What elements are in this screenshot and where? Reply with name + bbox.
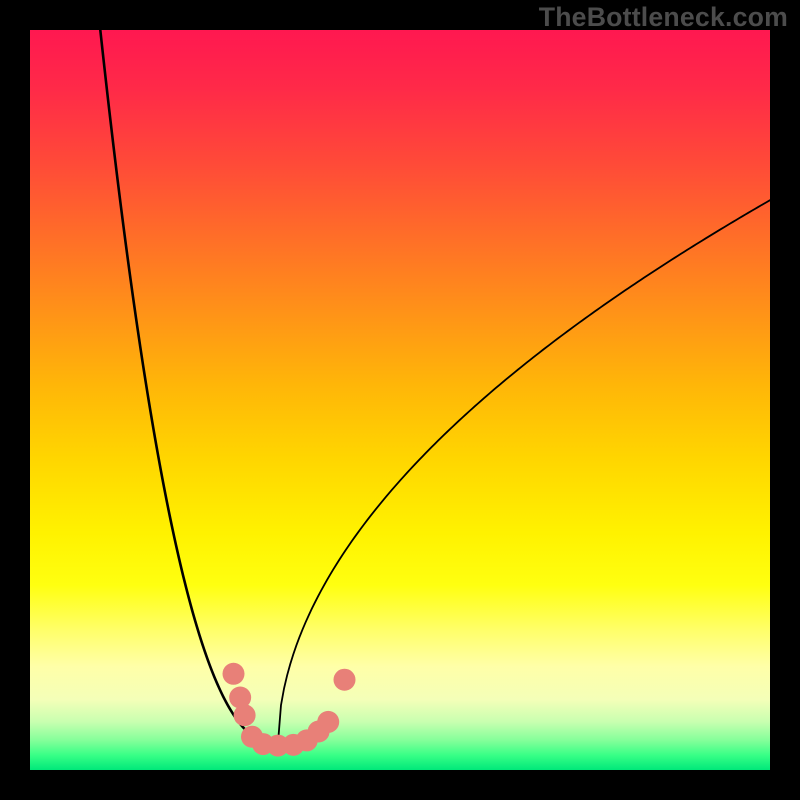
watermark-text: TheBottleneck.com (539, 2, 788, 33)
curve-marker (234, 704, 256, 726)
bottleneck-chart (0, 0, 800, 800)
curve-marker (317, 711, 339, 733)
plot-background (30, 30, 770, 770)
curve-marker (223, 663, 245, 685)
chart-stage: TheBottleneck.com (0, 0, 800, 800)
curve-marker (334, 669, 356, 691)
